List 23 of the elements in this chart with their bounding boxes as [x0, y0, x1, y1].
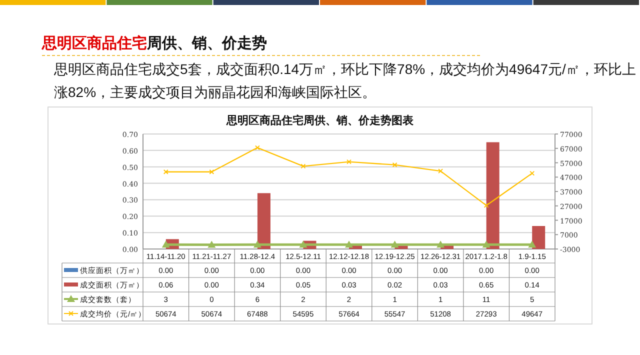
point — [482, 240, 490, 248]
chart-title: 思明区商品住宅周供、销、价走势图表 — [226, 114, 414, 127]
text: 周供、销、价走势 — [147, 35, 267, 52]
point — [299, 240, 308, 248]
bar — [486, 142, 500, 249]
point — [390, 240, 399, 248]
bar — [532, 226, 546, 249]
text: 思明区商品住宅 — [42, 35, 147, 52]
point — [392, 162, 398, 168]
point — [208, 240, 216, 248]
point — [254, 145, 260, 150]
point — [253, 240, 262, 248]
bar — [257, 193, 270, 249]
point — [345, 240, 353, 248]
point — [346, 159, 352, 164]
point — [209, 169, 214, 174]
point — [484, 202, 489, 208]
point — [300, 164, 306, 169]
point — [162, 240, 170, 248]
point — [436, 240, 445, 248]
text: 思明区商品住宅成交5套，成交面积0.14万㎡，环比下降78%，成交均价为49647元/㎡，环比上涨82%，主要成交项目为丽晶花园和海峡国际社区。 — [54, 60, 637, 102]
point — [438, 168, 444, 174]
point — [528, 240, 536, 248]
